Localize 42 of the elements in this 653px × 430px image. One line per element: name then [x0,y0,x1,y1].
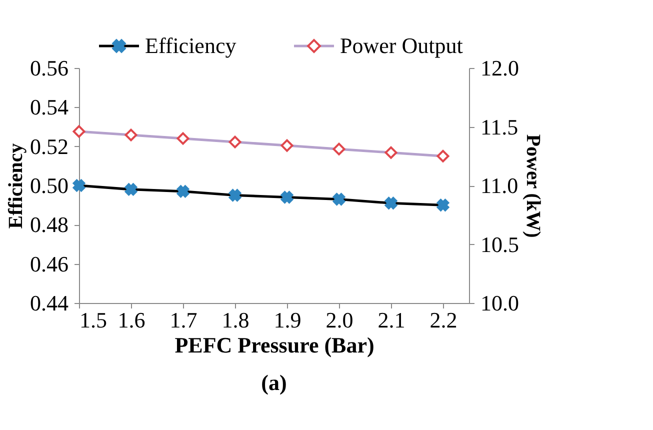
point [176,132,190,145]
point [384,146,398,159]
x-tick-label: 1.6 [118,308,146,332]
x-tick-label: 2.1 [378,308,406,332]
y2-tick-label: 10.0 [480,290,519,316]
point [176,185,190,198]
point [332,193,346,206]
y-tick-label: 0.50 [30,173,68,198]
x-tick-label: 1.7 [170,308,198,332]
y-tick-label: 0.48 [30,212,68,238]
x-tick-label: 1.9 [274,308,302,332]
point [280,191,294,204]
x-tick-label: 2.2 [430,308,458,332]
y-axis-title: Efficiency [5,143,27,229]
legend-label: Efficiency [145,33,236,58]
point [72,125,86,138]
point [72,179,86,192]
x-tick-label: 1.8 [222,308,250,332]
y-tick-label: 0.46 [30,251,68,276]
x-tick-label: 2.0 [326,308,354,332]
y2-tick-label: 10.5 [480,232,519,257]
point [124,128,138,142]
y-tick-label: 0.54 [30,94,68,120]
y2-axis-title: Power (kW) [522,134,544,238]
point [228,136,242,148]
y2-tick-label: 11.5 [480,114,518,140]
point [228,189,242,202]
x-axis-title: PEFC Pressure (Bar) [174,332,374,358]
point [384,196,398,210]
y-tick-label: 0.44 [30,290,68,316]
y-tick-label: 0.52 [30,134,68,159]
text: (a) [261,370,287,395]
point [436,150,450,162]
y2-tick-label: 12.0 [480,56,519,80]
y2-tick-label: 11.0 [480,173,518,198]
point [436,198,450,212]
y-tick-label: 0.56 [30,56,68,80]
x-tick-label: 1.5 [80,308,107,332]
point [332,142,346,156]
point [124,183,138,196]
point [280,139,294,152]
legend-label: Power Output [340,33,463,58]
